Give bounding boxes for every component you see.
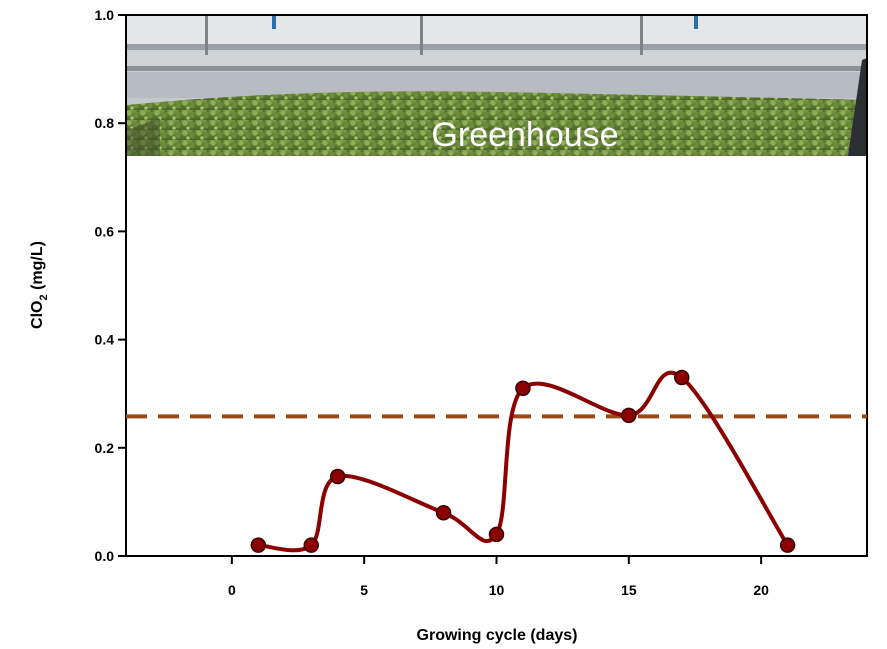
x-axis: 0 5 10 15 20	[228, 556, 769, 598]
y-tick-label: 0.8	[95, 115, 115, 131]
data-point	[250, 537, 267, 553]
data-point	[515, 380, 531, 397]
series-markers	[250, 369, 796, 553]
y-axis: 0.0 0.2 0.4 0.6 0.8 1.0	[95, 7, 126, 564]
y-axis-title-main: ClO	[29, 301, 46, 329]
x-tick-label: 0	[228, 582, 236, 598]
y-tick-label: 0.4	[95, 332, 115, 348]
data-point	[488, 526, 505, 543]
photo-caption: Greenhouse	[431, 116, 618, 154]
data-point	[621, 407, 637, 424]
data-point	[329, 468, 346, 485]
data-point	[779, 537, 796, 553]
y-axis-title: ClO2 (mg/L)	[29, 241, 50, 329]
x-tick-label: 10	[489, 582, 505, 598]
y-tick-label: 0.6	[95, 223, 115, 239]
x-tick-label: 5	[360, 582, 368, 598]
y-tick-label: 1.0	[95, 7, 115, 23]
x-tick-label: 15	[621, 582, 637, 598]
greenhouse-photo: Greenhouse	[126, 15, 867, 156]
data-point	[303, 537, 319, 553]
data-point	[674, 369, 690, 386]
data-point	[435, 504, 452, 521]
y-tick-label: 0.2	[95, 440, 115, 456]
y-tick-label: 0.0	[95, 548, 115, 564]
series-line	[256, 370, 790, 553]
y-axis-title-unit: (mg/L)	[29, 241, 46, 294]
y-axis-title-subscript: 2	[38, 294, 50, 300]
x-axis-title: Growing cycle (days)	[417, 627, 578, 644]
x-tick-label: 20	[753, 582, 769, 598]
